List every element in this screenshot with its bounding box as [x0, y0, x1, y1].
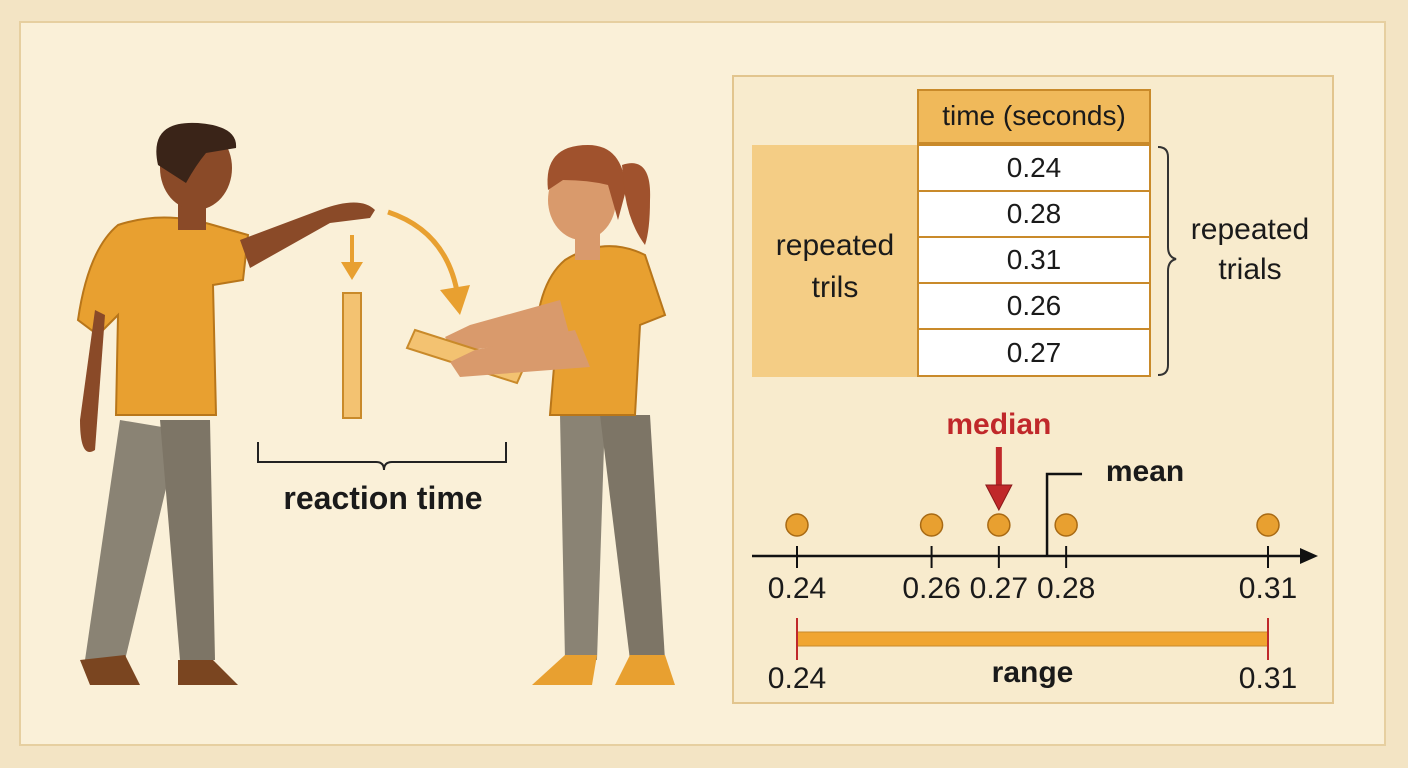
number-line — [752, 447, 1318, 660]
brace-label: repeated trials — [1190, 213, 1310, 286]
tick-label: 0.24 — [767, 572, 827, 605]
median-arrow-head — [985, 484, 1013, 512]
ruler — [342, 292, 362, 419]
tick-label: 0.28 — [1036, 572, 1096, 605]
tick-label: 0.31 — [1238, 572, 1298, 605]
tick-label: 0.27 — [969, 572, 1029, 605]
range-max-label: 0.31 — [1238, 662, 1298, 695]
table-cell: 0.24 — [1006, 152, 1062, 183]
table-cell: 0.28 — [1006, 198, 1062, 229]
mean-label: mean — [1105, 455, 1185, 488]
arrow-head — [341, 262, 363, 280]
brace — [257, 442, 507, 471]
table-cell: 0.31 — [1006, 244, 1062, 275]
point — [919, 513, 944, 537]
range-min-label: 0.24 — [767, 662, 827, 695]
point — [987, 513, 1011, 537]
point — [1054, 513, 1078, 537]
table-header — [917, 89, 1151, 144]
table-cell: 0.26 — [1006, 290, 1062, 321]
table-rows — [917, 144, 1151, 377]
axis-arrow — [1300, 548, 1318, 564]
row — [917, 282, 1151, 330]
median-label: median — [946, 408, 1052, 441]
range-label: range — [991, 656, 1074, 689]
point — [1256, 513, 1280, 537]
point — [785, 513, 809, 537]
row-label: repeated trils — [775, 229, 895, 304]
caption: reaction time — [283, 480, 483, 516]
tick-label: 0.26 — [902, 572, 961, 605]
person — [76, 122, 375, 685]
table-header-text: time (seconds) — [942, 100, 1126, 131]
arrow — [387, 209, 461, 298]
range-bar — [796, 631, 1269, 647]
table-cell: 0.27 — [1006, 337, 1062, 368]
arrow-head — [440, 285, 470, 315]
row — [917, 328, 1151, 377]
person — [405, 145, 675, 685]
mean-marker — [1045, 472, 1083, 556]
brace — [1157, 146, 1177, 376]
label-band — [752, 145, 918, 377]
